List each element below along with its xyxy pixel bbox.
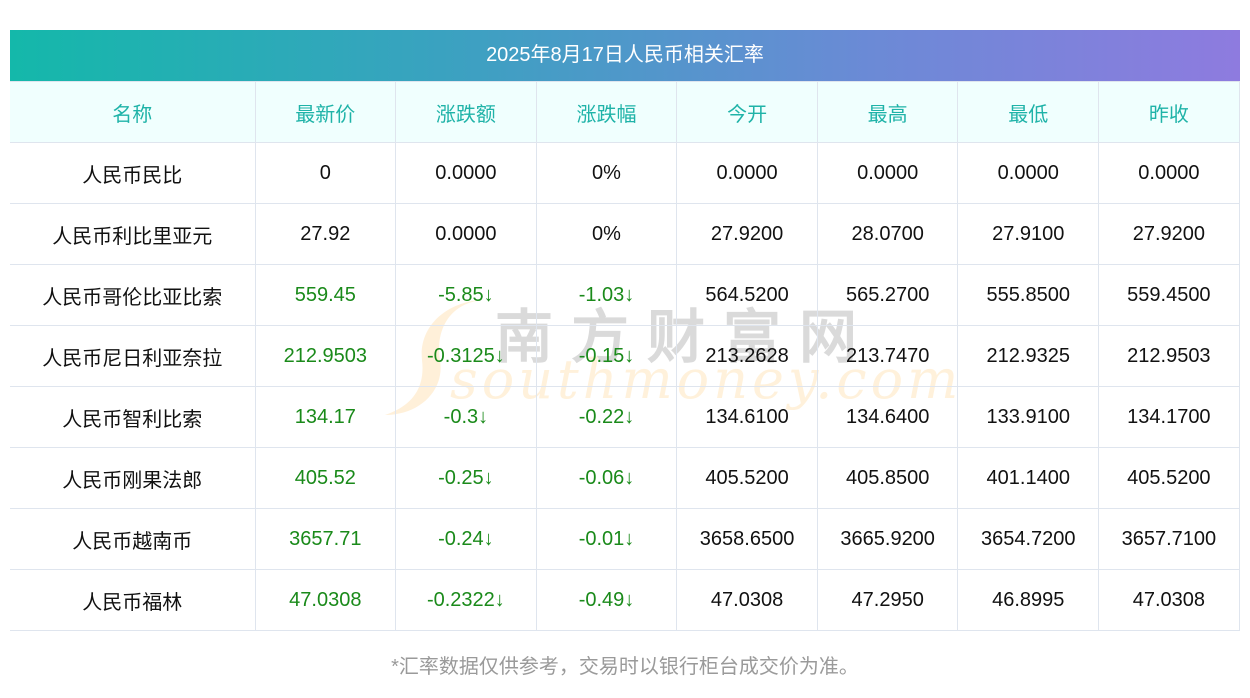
cell-high-price: 3665.9200: [816, 508, 959, 570]
cell-change-percent: -1.03↓: [535, 264, 678, 326]
cell-prev-close: 0.0000: [1098, 142, 1240, 204]
cell-change-percent: -0.22↓: [535, 386, 678, 448]
cell-change-amount: -0.24↓: [395, 508, 537, 570]
cell-low-price: 212.9325: [957, 325, 1100, 387]
cell-prev-close: 134.1700: [1098, 386, 1240, 448]
cell-currency-name: 人民币越南币: [10, 508, 256, 570]
cell-change-amount: -0.25↓: [395, 447, 537, 509]
cell-latest-price: 134.17: [254, 386, 397, 448]
cell-currency-name: 人民币尼日利亚奈拉: [10, 325, 256, 387]
cell-currency-name: 人民币民比: [10, 142, 256, 204]
cell-prev-close: 212.9503: [1098, 325, 1240, 387]
cell-change-amount: -0.2322↓: [395, 569, 537, 631]
cell-latest-price: 212.9503: [254, 325, 397, 387]
cell-change-amount: -0.3125↓: [395, 325, 537, 387]
cell-currency-name: 人民币刚果法郎: [10, 447, 256, 509]
exchange-rate-table: 名称 最新价 涨跌额 涨跌幅 今开 最高 最低 昨收 人民币民比 0 0.0000 0…: [10, 81, 1240, 631]
cell-prev-close: 405.5200: [1098, 447, 1240, 509]
cell-high-price: 405.8500: [816, 447, 959, 509]
cell-latest-price: 3657.71: [254, 508, 397, 570]
cell-currency-name: 人民币利比里亚元: [10, 203, 256, 265]
column-header-latest: 最新价: [254, 81, 397, 143]
cell-latest-price: 47.0308: [254, 569, 397, 631]
cell-prev-close: 559.4500: [1098, 264, 1240, 326]
exchange-rate-panel: 2025年8月17日人民币相关汇率 名称 最新价 涨跌额 涨跌幅 今开 最高 最…: [10, 30, 1240, 631]
cell-latest-price: 559.45: [254, 264, 397, 326]
cell-high-price: 565.2700: [816, 264, 959, 326]
cell-change-percent: -0.01↓: [535, 508, 678, 570]
cell-change-amount: 0.0000: [395, 203, 537, 265]
cell-open-price: 564.5200: [676, 264, 818, 326]
cell-open-price: 47.0308: [676, 569, 818, 631]
table-row: 人民币福林 47.0308 -0.2322↓ -0.49↓ 47.0308 47.2950…: [10, 569, 1240, 631]
table-row: 人民币哥伦比亚比索 559.45 -5.85↓ -1.03↓ 564.5200 565.2…: [10, 264, 1240, 326]
column-header-change: 涨跌额: [395, 81, 537, 143]
cell-currency-name: 人民币哥伦比亚比索: [10, 264, 256, 326]
cell-change-percent: -0.49↓: [535, 569, 678, 631]
cell-latest-price: 0: [254, 142, 397, 204]
column-header-low: 最低: [957, 81, 1100, 143]
cell-change-percent: -0.06↓: [535, 447, 678, 509]
cell-open-price: 3658.6500: [676, 508, 818, 570]
cell-low-price: 3654.7200: [957, 508, 1100, 570]
column-header-high: 最高: [816, 81, 959, 143]
cell-latest-price: 27.92: [254, 203, 397, 265]
cell-open-price: 27.9200: [676, 203, 818, 265]
cell-low-price: 27.9100: [957, 203, 1100, 265]
cell-currency-name: 人民币智利比索: [10, 386, 256, 448]
cell-low-price: 133.9100: [957, 386, 1100, 448]
table-title: 2025年8月17日人民币相关汇率: [10, 30, 1240, 81]
cell-high-price: 134.6400: [816, 386, 959, 448]
cell-high-price: 0.0000: [816, 142, 959, 204]
cell-change-percent: -0.15↓: [535, 325, 678, 387]
cell-high-price: 47.2950: [816, 569, 959, 631]
column-header-prev-close: 昨收: [1098, 81, 1240, 143]
table-row: 人民币民比 0 0.0000 0% 0.0000 0.0000 0.0000 0.0000: [10, 142, 1240, 204]
cell-change-amount: -0.3↓: [395, 386, 537, 448]
cell-high-price: 213.7470: [816, 325, 959, 387]
table-row: 人民币利比里亚元 27.92 0.0000 0% 27.9200 28.0700 27.91…: [10, 203, 1240, 265]
cell-prev-close: 3657.7100: [1098, 508, 1240, 570]
cell-change-amount: -5.85↓: [395, 264, 537, 326]
cell-currency-name: 人民币福林: [10, 569, 256, 631]
column-header-open: 今开: [676, 81, 818, 143]
cell-low-price: 555.8500: [957, 264, 1100, 326]
disclaimer-footer: *汇率数据仅供参考，交易时以银行柜台成交价为准。: [391, 656, 859, 678]
cell-low-price: 0.0000: [957, 142, 1100, 204]
cell-open-price: 213.2628: [676, 325, 818, 387]
cell-prev-close: 47.0308: [1098, 569, 1240, 631]
cell-change-percent: 0%: [535, 203, 678, 265]
table-header-row: 名称 最新价 涨跌额 涨跌幅 今开 最高 最低 昨收: [10, 81, 1240, 143]
table-row: 人民币越南币 3657.71 -0.24↓ -0.01↓ 3658.6500 3665.9…: [10, 508, 1240, 570]
cell-low-price: 46.8995: [957, 569, 1100, 631]
cell-change-percent: 0%: [535, 142, 678, 204]
cell-open-price: 405.5200: [676, 447, 818, 509]
table-row: 人民币智利比索 134.17 -0.3↓ -0.22↓ 134.6100 134.6400…: [10, 386, 1240, 448]
cell-high-price: 28.0700: [816, 203, 959, 265]
column-header-name: 名称: [10, 81, 256, 143]
cell-open-price: 0.0000: [676, 142, 818, 204]
cell-latest-price: 405.52: [254, 447, 397, 509]
column-header-change-pct: 涨跌幅: [535, 81, 678, 143]
cell-low-price: 401.1400: [957, 447, 1100, 509]
table-row: 人民币尼日利亚奈拉 212.9503 -0.3125↓ -0.15↓ 213.2628 2…: [10, 325, 1240, 387]
table-row: 人民币刚果法郎 405.52 -0.25↓ -0.06↓ 405.5200 405.850…: [10, 447, 1240, 509]
cell-prev-close: 27.9200: [1098, 203, 1240, 265]
cell-change-amount: 0.0000: [395, 142, 537, 204]
cell-open-price: 134.6100: [676, 386, 818, 448]
